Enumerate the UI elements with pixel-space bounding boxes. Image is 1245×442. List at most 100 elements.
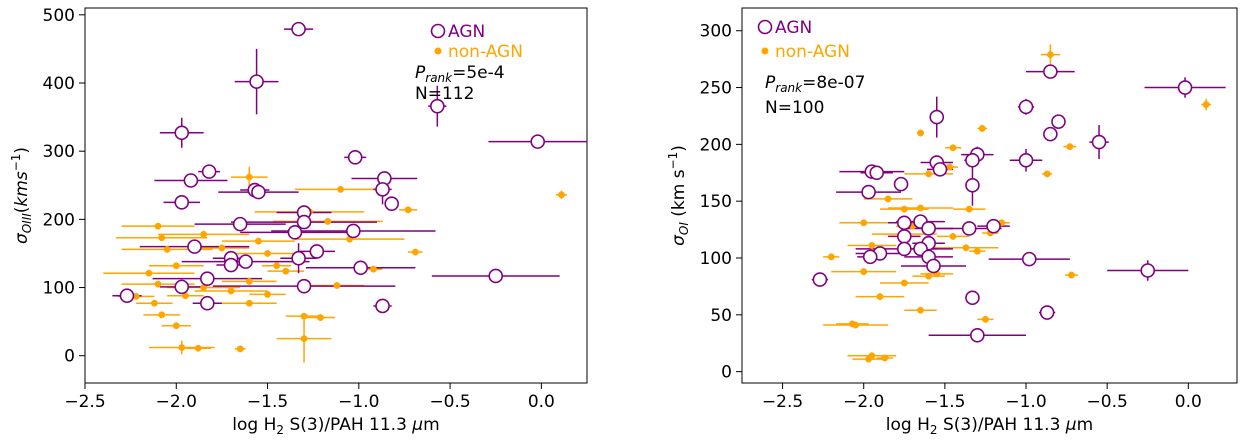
y-tick-label: 50 (710, 306, 732, 326)
nonagn-point (154, 280, 162, 288)
agn-point (932, 162, 948, 177)
agn-point (812, 272, 828, 287)
nonagn-point (300, 312, 308, 320)
panel-oi: −2.5 −2.0 −1.5 −1.0 −0.5 0.0 0 50 100 150 200 250 30… (666, 7, 1238, 437)
y-tick-label: 250 (700, 79, 732, 99)
agn-point (183, 173, 199, 188)
x-tick-label: −1.0 (338, 392, 379, 412)
legend-oi: AGN non-AGN (757, 18, 850, 62)
agn-point (200, 295, 215, 311)
nonagn-point (852, 321, 860, 329)
agn-point (309, 244, 325, 259)
agn-point (896, 241, 912, 257)
agn-point (296, 278, 312, 294)
nonagn-point (965, 205, 973, 213)
agn-point (1043, 64, 1058, 79)
x-tick-label: −2.0 (843, 392, 884, 412)
x-tick-label: −2.5 (762, 392, 803, 412)
nonagn-point (300, 335, 308, 343)
y-tick-label: 300 (43, 142, 75, 162)
y-tick-label: 200 (43, 210, 75, 230)
nonagn-point (973, 247, 981, 255)
nonagn-point (1202, 101, 1210, 109)
agn-point (223, 257, 239, 273)
legend-nonagn-marker (434, 47, 442, 55)
agn-point (232, 216, 248, 232)
agn-point (347, 150, 363, 165)
agn-point (174, 125, 190, 141)
nonagn-point (962, 244, 970, 252)
legend-agn-label: AGN (775, 18, 812, 38)
agn-point (375, 298, 390, 314)
nonagn-point (172, 262, 180, 270)
markers-oiii (119, 21, 565, 353)
y-tick-label: 200 (700, 135, 732, 155)
agn-point (251, 184, 266, 200)
y-axis-label-oiii: σOIII(kms−1) (9, 147, 34, 244)
legend-agn-marker (430, 23, 446, 39)
legend-nonagn-label: non-AGN (448, 42, 523, 62)
nonagn-point (917, 129, 924, 137)
nonagn-point (917, 204, 924, 212)
nonagn-point (946, 163, 954, 171)
agn-point (965, 177, 980, 193)
agn-point (970, 327, 985, 343)
agn-point (861, 184, 876, 200)
nonagn-point (900, 279, 908, 287)
agn-point (1177, 80, 1193, 95)
y-tick-label: 0 (64, 347, 75, 367)
agn-point (1018, 99, 1034, 115)
n-annotation-oi: N=100 (765, 98, 824, 118)
agn-point (926, 258, 941, 274)
x-tick-label: −1.0 (1005, 392, 1046, 412)
agn-point (296, 214, 312, 230)
panel-oiii: −2.5 −2.0 −1.5 −1.0 −0.5 0.00100200300400500 … (9, 6, 588, 437)
agn-point (896, 215, 912, 231)
nonagn-point (411, 248, 419, 256)
agn-point (1039, 305, 1055, 320)
nonagn-point (245, 173, 253, 181)
n-annotation-oiii: N=112 (415, 84, 474, 104)
agn-point (174, 279, 190, 295)
plot-frame-oi (741, 7, 1238, 384)
agn-point (291, 21, 306, 37)
legend-nonagn-marker (761, 47, 769, 55)
nonagn-point (317, 314, 324, 321)
x-axis-label-oi: log H2 S(3)/PAH 11.3 μm (886, 415, 1093, 437)
nonagn-point (981, 315, 989, 323)
nonagn-point (200, 230, 208, 238)
agn-point (238, 254, 253, 269)
nonagn-point (227, 287, 235, 295)
nonagn-point (369, 265, 377, 273)
nonagn-point (158, 311, 166, 319)
x-tick-label: 0.0 (528, 392, 555, 412)
nonagn-point (158, 234, 166, 242)
agn-point (965, 152, 980, 168)
agn-point (893, 176, 909, 192)
nonagn-point (978, 125, 986, 132)
nonagn-point (865, 355, 873, 363)
agn-point (1140, 263, 1156, 278)
agn-point (929, 109, 945, 125)
agn-point (961, 221, 977, 236)
nonagn-point (1046, 51, 1054, 59)
agn-point (1091, 134, 1107, 150)
prank-annotation-oiii: Prank=5e-4 (415, 63, 505, 85)
nonagn-point (264, 290, 271, 298)
errorbars-oi (811, 44, 1226, 360)
y-tick-label: 100 (43, 279, 75, 299)
nonagn-point (1068, 271, 1075, 279)
nonagn-point (324, 217, 332, 225)
ticks-oiii: −2.5 −2.0 −1.5 −1.0 −0.5 0.0 0 100 200 300 400 500 (43, 6, 555, 412)
nonagn-point (925, 170, 933, 178)
agn-point (384, 196, 399, 211)
nonagn-point (827, 253, 835, 261)
nonagn-point (860, 268, 868, 276)
agn-point (187, 239, 202, 254)
nonagn-point (949, 232, 957, 240)
nonagn-point (884, 195, 892, 203)
agn-point (530, 134, 546, 149)
nonagn-point (264, 250, 271, 257)
nonagn-point (254, 237, 262, 245)
